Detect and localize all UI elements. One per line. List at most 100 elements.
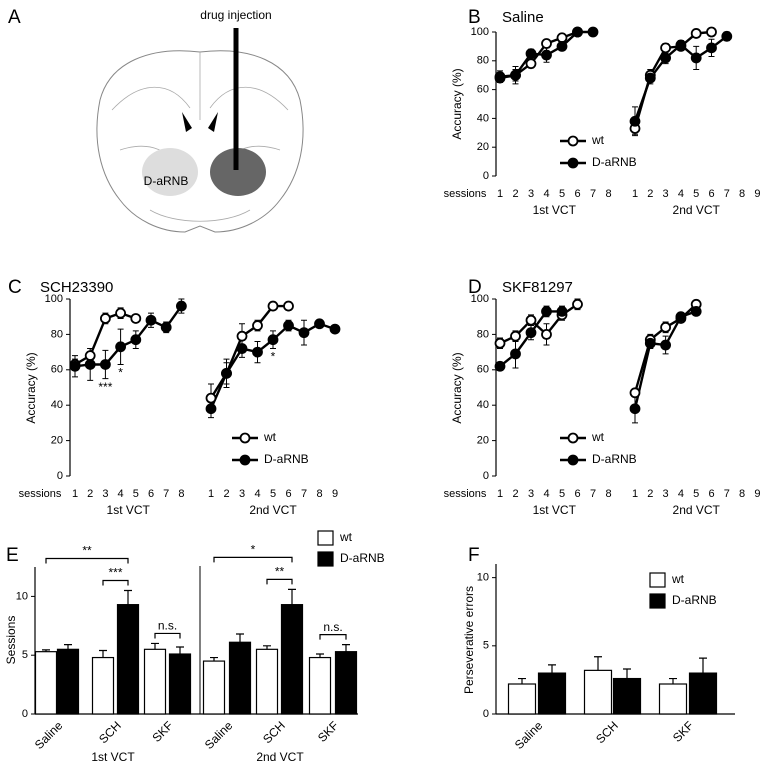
y-tick-label: 80 [477, 328, 489, 340]
x-tick-label: Saline [202, 718, 236, 752]
y-tick-label: 0 [483, 470, 489, 482]
y-tick-label: 5 [22, 649, 28, 661]
y-tick-label: 40 [477, 399, 489, 411]
y-axis-label: Perseverative errors [462, 586, 476, 694]
x-tick-label: 8 [605, 188, 611, 200]
legend-swatch [649, 572, 666, 588]
panel-label: A [8, 7, 21, 28]
error-bar [548, 664, 556, 674]
x-tick-label: 7 [301, 488, 307, 500]
x-tick-label: 5 [270, 488, 276, 500]
y-tick-label: 80 [51, 328, 63, 340]
x-tick-label: 9 [754, 188, 760, 200]
legend-label: wt [339, 530, 353, 544]
chart: 0 20 40 60 80 100 Accuracy (%) D SKF81297 session… [444, 277, 761, 517]
point [314, 318, 325, 330]
point [629, 403, 641, 415]
y-axis-label: Accuracy (%) [24, 352, 38, 423]
point [283, 320, 294, 331]
legend-marker [239, 432, 251, 444]
point [556, 305, 568, 317]
point [721, 30, 733, 42]
significance-label: ** [275, 565, 285, 579]
point [115, 341, 126, 353]
point [525, 327, 537, 339]
x-axis-label: sessions [19, 488, 62, 500]
point [205, 403, 217, 415]
significance-bracket [266, 578, 293, 585]
group-label: 1st VCT [533, 203, 577, 217]
y-tick-label: 10 [16, 590, 28, 602]
bar [228, 641, 252, 715]
chart: 0 20 40 60 80 100 Accuracy (%) B Saline sessions 1… [444, 7, 761, 217]
x-axis-label: sessions [444, 188, 487, 200]
chart-title: SKF81297 [502, 279, 573, 296]
point [510, 348, 521, 360]
point [525, 48, 537, 59]
y-tick-label: 0 [483, 170, 489, 182]
y-tick-label: 5 [483, 640, 489, 652]
point [525, 58, 537, 70]
x-tick-label: 6 [285, 488, 291, 500]
point [660, 42, 671, 54]
panel-label: C [8, 277, 22, 298]
point [572, 298, 583, 310]
error-bar [342, 644, 350, 652]
point [706, 42, 717, 54]
significance-bracket [45, 557, 129, 564]
x-tick-label: 9 [754, 488, 760, 500]
point [629, 387, 641, 399]
region-label: D-aRNB [144, 174, 189, 188]
y-tick-label: 20 [51, 435, 63, 447]
bar [583, 669, 613, 715]
y-tick-label: 80 [477, 55, 489, 67]
y-axis-label: Accuracy (%) [450, 352, 464, 423]
point [541, 38, 552, 49]
point [329, 323, 341, 335]
point [541, 328, 552, 340]
panel-label: F [468, 545, 480, 566]
point [675, 39, 687, 51]
bar [255, 648, 279, 715]
bar [658, 683, 688, 715]
annotation: * [118, 366, 123, 380]
error-bar [176, 646, 184, 655]
group-label: 1st VCT [107, 503, 151, 517]
point [283, 300, 294, 312]
y-axis-label: Accuracy (%) [450, 68, 464, 139]
x-axis-label: sessions [444, 488, 487, 500]
point [556, 41, 568, 52]
significance-bracket [213, 556, 293, 563]
x-tick-label: 5 [559, 188, 565, 200]
point [130, 313, 142, 324]
x-tick-label: 2 [647, 188, 653, 200]
bar [168, 653, 192, 715]
y-tick-label: 10 [477, 572, 489, 584]
error-bar [518, 677, 526, 684]
point [130, 334, 142, 346]
panel-label: D [468, 277, 482, 298]
point [644, 72, 656, 84]
x-tick-label: SKF [149, 718, 175, 744]
point [556, 32, 568, 44]
y-axis-label: Sessions [4, 616, 18, 665]
significance-bracket [319, 634, 347, 640]
bar [91, 656, 115, 715]
point [236, 343, 248, 354]
x-tick-label: 6 [708, 488, 714, 500]
significance-label: *** [108, 566, 122, 580]
x-tick-label: 4 [254, 488, 260, 500]
error-bar [288, 588, 296, 605]
error-bar [99, 649, 107, 658]
bar [202, 660, 226, 715]
brain-detail [111, 52, 289, 222]
bar [537, 672, 567, 715]
error-bar [64, 644, 72, 650]
point [84, 359, 96, 370]
x-tick-label: SKF [670, 718, 696, 744]
x-tick-label: 9 [332, 488, 338, 500]
group-label: 1st VCT [91, 750, 135, 764]
point [252, 346, 263, 358]
point [252, 320, 263, 331]
